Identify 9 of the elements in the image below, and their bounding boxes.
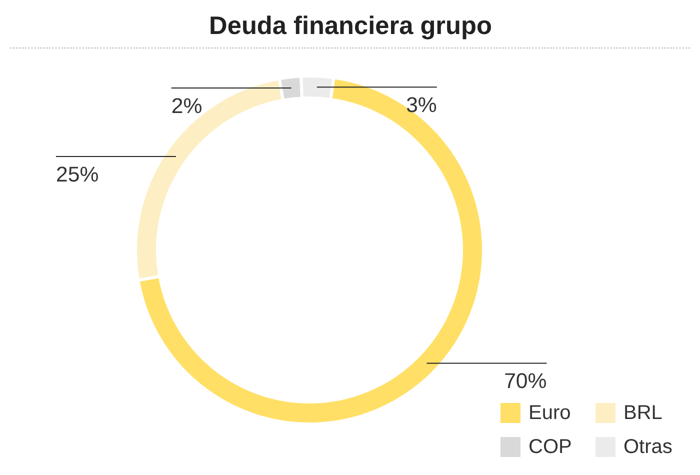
- data-label: 2%: [171, 94, 202, 118]
- data-label: 70%: [504, 369, 547, 394]
- data-label: 3%: [406, 93, 437, 118]
- legend-label: BRL: [624, 402, 662, 424]
- legend-label: Euro: [528, 402, 571, 424]
- chart-title: Deuda financiera grupo: [209, 12, 492, 40]
- legend-label: Otras: [624, 436, 672, 458]
- legend-label: COP: [528, 436, 572, 458]
- data-label: 25%: [56, 162, 99, 187]
